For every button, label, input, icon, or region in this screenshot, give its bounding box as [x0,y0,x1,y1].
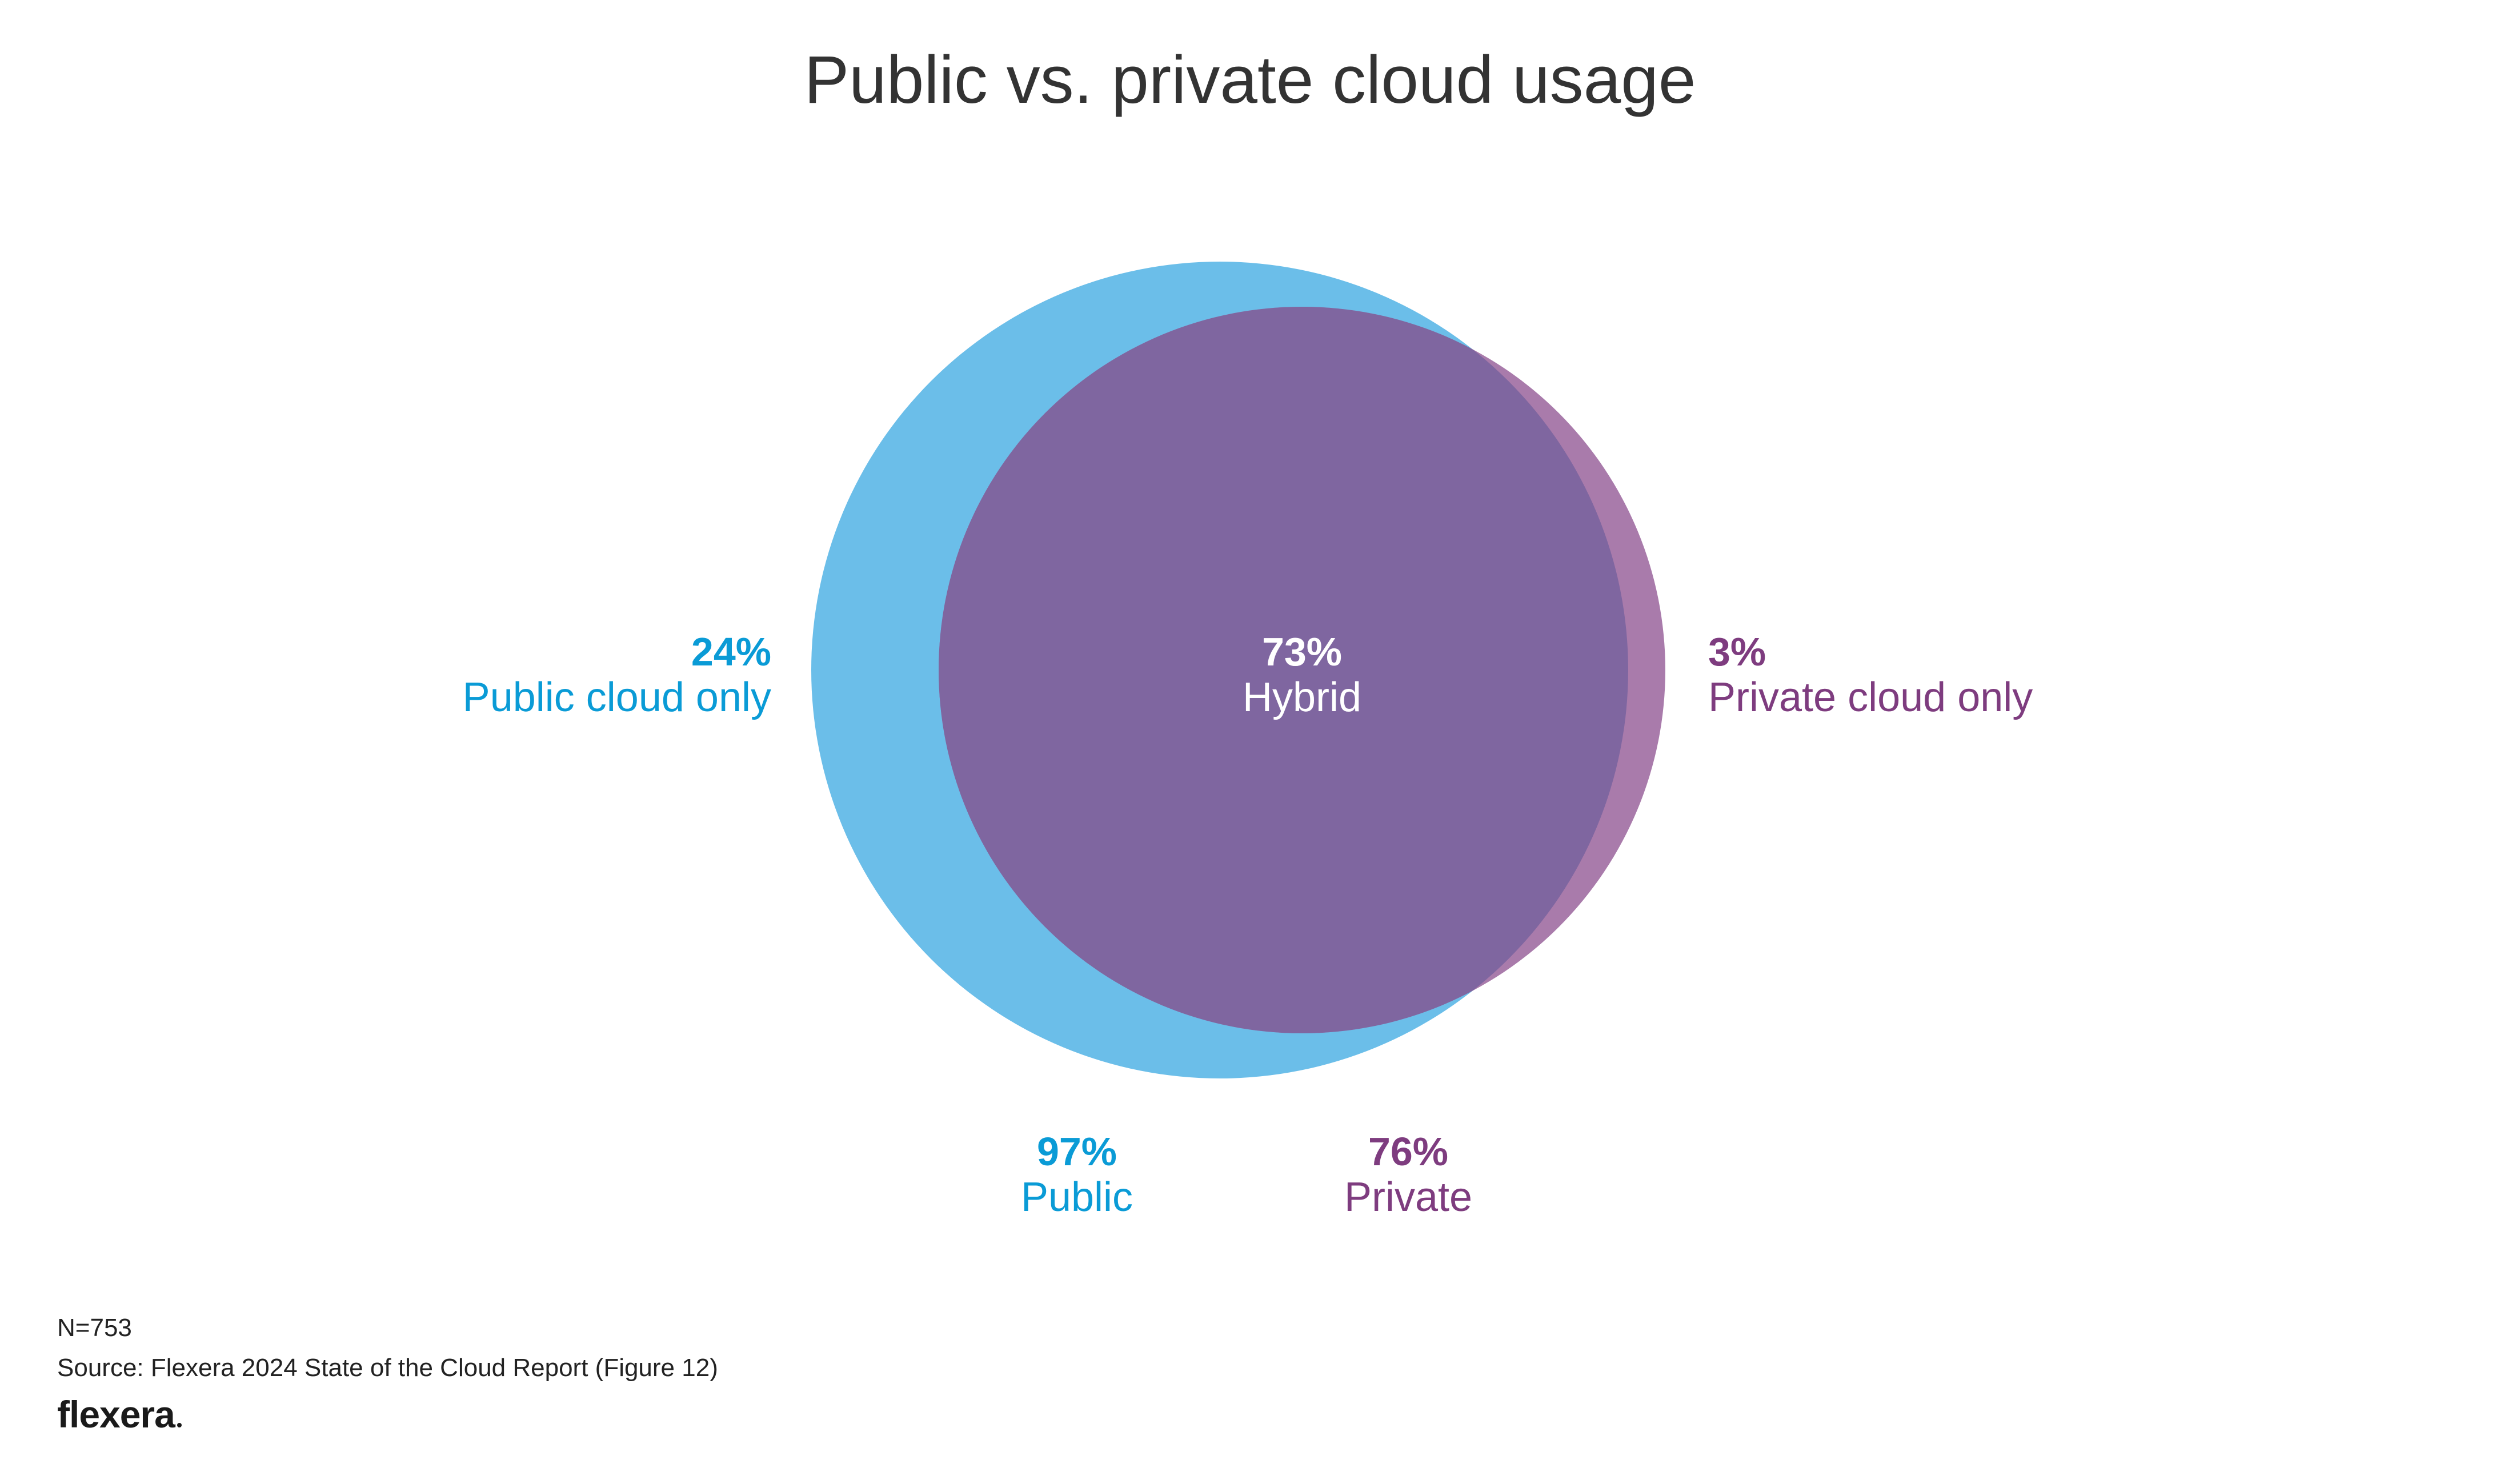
source-note: Source: Flexera 2024 State of the Cloud … [57,1354,718,1382]
hybrid-intersection-region [939,307,1628,1033]
public-only-label: Public cloud only [463,675,771,720]
private-total-percent: 76% [1368,1129,1448,1174]
public-total-label: Public [1021,1174,1133,1220]
venn-layer [811,262,1665,1078]
public-total-percent: 97% [1037,1129,1117,1174]
hybrid-percent: 73% [1262,629,1342,674]
private-only-label: Private cloud only [1708,675,2033,720]
sample-size-note: N=753 [57,1314,132,1342]
public-only-percent: 24% [691,629,771,674]
label-layer: 24%Public cloud only 73%Hybrid 3%Private c… [463,629,2033,1220]
private-total-label: Private [1344,1174,1472,1220]
private-only-percent: 3% [1708,629,1766,674]
hybrid-label: Hybrid [1243,675,1361,720]
logo-wordmark: flexera [57,1393,175,1435]
chart-title: Public vs. private cloud usage [804,42,1696,118]
logo-dot [177,1423,182,1427]
flexera-logo: flexera [57,1393,182,1436]
